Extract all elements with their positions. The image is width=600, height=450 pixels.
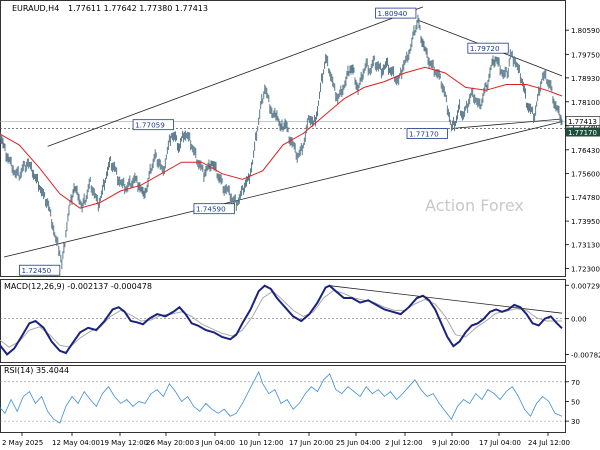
macd-y-tick-label: 0.00729 <box>571 282 600 290</box>
y-tick-label: 1.72300 <box>571 266 600 274</box>
macd-y-tick-label: 0.00 <box>571 316 587 324</box>
support-price-tag <box>566 127 600 137</box>
rsi-line <box>0 370 563 424</box>
x-tick-label: 17 Jul 04:00 <box>479 439 521 447</box>
triangle-lower-line <box>451 118 563 129</box>
y-tick-label: 1.73130 <box>571 242 600 250</box>
price-annotation-label: 1.80940 <box>378 9 408 18</box>
panel-frame <box>0 279 566 363</box>
current-price-label: 1.77413 <box>568 118 597 126</box>
x-tick-label: 9 Jul 20:00 <box>432 439 470 447</box>
x-tick-label: 26 May 20:00 <box>146 439 194 447</box>
rsi-y-tick-label: 30 <box>571 418 580 426</box>
y-tick-label: 1.77260 <box>571 123 600 131</box>
channel-lower-line <box>3 121 563 258</box>
x-tick-label: 24 Jul 12:00 <box>528 439 570 447</box>
channel-upper-line <box>47 6 424 147</box>
price-panel: 1.80590 1.79750 1.78930 1.78100 1.77260 1.764… <box>0 0 600 277</box>
x-tick-label: 19 May 12:00 <box>100 439 148 447</box>
support-price-label: 1.77170 <box>568 129 597 137</box>
price-annotation-label: 1.72450 <box>21 266 51 275</box>
x-tick-label: 25 Jun 04:00 <box>336 439 380 447</box>
rsi-y-tick-label: 70 <box>571 379 580 387</box>
y-tick-label: 1.75600 <box>571 171 600 179</box>
y-tick-label: 1.80590 <box>571 27 600 35</box>
macd-trendline <box>329 285 563 314</box>
y-tick-label: 1.78100 <box>571 99 600 107</box>
y-tick-label: 1.78930 <box>571 75 600 83</box>
price-annotation-box <box>19 264 61 276</box>
y-tick-label: 1.74780 <box>571 194 600 202</box>
price-ohlc: 1.77611 1.77642 1.77380 1.77413 <box>68 4 208 13</box>
price-annotation-label: 1.77170 <box>409 130 439 139</box>
current-price-tag <box>565 116 600 126</box>
price-annotation-box <box>467 42 509 54</box>
price-annotation-label: 1.79720 <box>470 44 500 53</box>
y-tick-label: 1.79750 <box>571 51 600 59</box>
price-annotation-box <box>375 7 417 19</box>
rsi-y-tick-label: 50 <box>571 398 580 406</box>
rsi-panel: 70 50 30 <box>0 365 580 433</box>
macd-y-tick-label: -0.00782 <box>571 352 600 360</box>
x-tick-label: 2 May 2025 <box>2 439 43 447</box>
price-annotation-box <box>193 203 235 215</box>
rsi-title: RSI(14) 35.4044 <box>4 366 69 375</box>
x-tick-label: 3 Jun 04:00 <box>195 439 235 447</box>
x-tick-label: 17 Jun 20:00 <box>289 439 333 447</box>
watermark: Action Forex <box>425 196 524 215</box>
x-tick-label: 10 Jun 12:00 <box>239 439 283 447</box>
macd-line <box>0 284 563 356</box>
panel-frame <box>0 365 566 433</box>
moving-average-line <box>0 66 563 209</box>
macd-title: MACD(12,26,9) -0.002137 -0.000478 <box>4 282 152 291</box>
price-annotation-box <box>132 119 174 131</box>
macd-panel: 0.00729 0.00 -0.00782 <box>0 279 600 363</box>
price-annotation-box <box>406 128 448 139</box>
price-annotation-label: 1.74590 <box>196 205 226 214</box>
y-tick-label: 1.76430 <box>571 147 600 155</box>
y-tick-label: 1.73950 <box>571 218 600 226</box>
price-annotation-label: 1.77059 <box>135 121 165 130</box>
price-title: EURAUD,H4 <box>12 4 59 13</box>
x-tick-label: 12 May 04:00 <box>52 439 100 447</box>
x-tick-label: 2 Jul 12:00 <box>385 439 423 447</box>
